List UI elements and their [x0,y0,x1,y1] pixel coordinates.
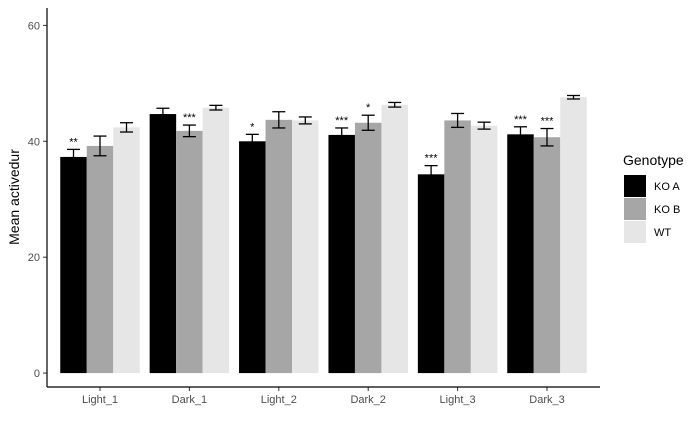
legend-label: WT [654,227,671,239]
error-bar [93,135,107,157]
bar-light-1-ko-a [60,156,87,374]
error-bar [514,126,527,143]
error-bar [388,101,402,108]
bar-dark-1-ko-a [149,114,177,374]
legend-swatch [624,198,646,220]
x-tick-label: Light_1 [82,394,118,406]
error-bar [209,104,223,111]
significance-label: * [250,121,255,133]
legend-item: KO B [624,198,680,220]
significance-labels-layer: **************** *** [69,102,554,164]
legend-title: Genotype [623,152,684,168]
bars-layer [60,97,587,374]
x-tick-label: Light_3 [440,394,476,406]
error-bar [567,94,580,100]
y-tick-label: 60 [28,20,40,32]
bar-dark-3-ko-b [533,137,561,374]
bar-dark-3-ko-a [507,134,534,374]
legend: Genotype KO A KO B WT [623,152,684,243]
bar-light-1-wt [113,127,140,374]
error-bar [477,121,491,130]
bar-light-3-wt [470,125,498,374]
bar-dark-2-wt [381,104,408,374]
error-bar [335,127,349,143]
significance-label: ** [69,136,78,148]
significance-label: *** [541,116,555,128]
bar-dark-2-ko-a [328,134,355,374]
bar-light-3-ko-b [444,120,471,374]
bar-dark-2-ko-b [354,122,382,374]
significance-label: * [366,102,371,114]
x-tick-label: Dark_2 [350,394,385,406]
error-bar [120,122,133,133]
error-bar [298,116,312,125]
legend-swatch [624,221,646,243]
error-bar [245,133,259,149]
x-tick-label: Dark_1 [172,394,207,406]
error-bar [182,124,196,138]
bar-dark-1-ko-b [176,130,203,374]
y-tick-label: 0 [34,368,40,380]
axes-layer: Light_1 Dark_1 Light_2 Dark_2 Light_3 Dark_3 0… [28,8,600,406]
x-tick-label: Light_2 [261,394,297,406]
legend-item: KO A [624,175,680,197]
bar-light-2-ko-b [265,119,293,374]
bar-light-2-wt [292,120,319,374]
y-axis-title: Mean activedur [6,149,22,245]
error-bar [451,112,465,129]
legend-item: WT [624,221,671,243]
error-bars-layer [67,94,580,184]
legend-label: KO A [654,181,680,193]
error-bar [156,107,170,121]
error-bar [540,127,554,147]
y-tick-label: 40 [28,136,40,148]
bar-dark-1-wt [202,107,230,374]
error-bar [272,111,286,129]
significance-label: *** [514,114,528,126]
error-bar [361,114,375,131]
significance-label: *** [183,112,197,124]
error-bar [424,164,438,184]
legend-label: KO B [654,204,680,216]
error-bar [67,148,80,166]
bar-light-2-ko-a [239,141,266,374]
y-tick-label: 20 [28,252,40,264]
bar-dark-3-wt [560,97,587,374]
significance-label: *** [425,153,439,165]
bar-light-3-ko-a [417,174,445,374]
legend-swatch [624,175,646,197]
bar-light-1-ko-b [86,145,114,374]
significance-label: *** [335,115,349,127]
x-tick-label: Dark_3 [529,394,564,406]
